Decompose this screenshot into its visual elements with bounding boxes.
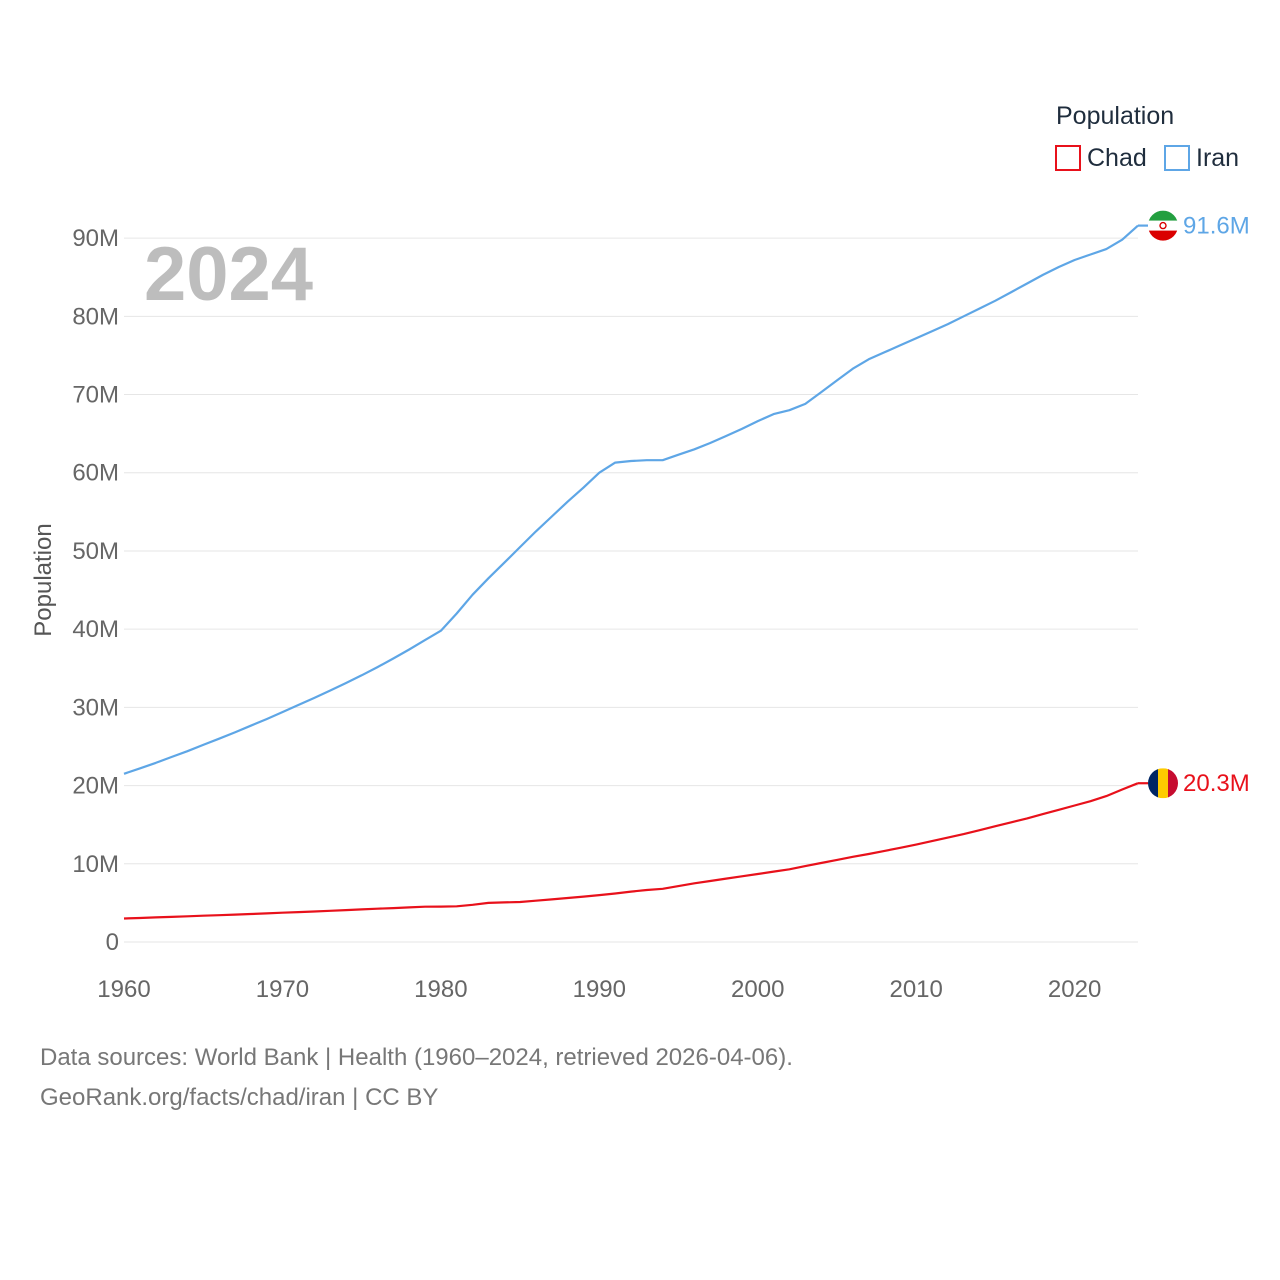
y-tick-label: 70M (72, 382, 119, 409)
legend-swatch-chad (1055, 145, 1081, 171)
grid-lines (124, 237, 1138, 943)
y-tick-label: 20M (72, 773, 119, 800)
footer-source: Data sources: World Bank | Health (1960–… (40, 1044, 793, 1071)
y-tick-label: 40M (72, 616, 119, 643)
y-tick-label: 0 (106, 929, 119, 956)
iran-flag-icon (1148, 210, 1178, 241)
legend-label-chad: Chad (1087, 144, 1147, 172)
year-label: 2024 (144, 232, 313, 317)
chad-flag-icon (1148, 768, 1178, 799)
y-tick-label: 10M (72, 851, 119, 878)
footer-credit: GeoRank.org/facts/chad/iran | CC BY (40, 1084, 439, 1111)
legend-item-iran[interactable]: Iran (1164, 144, 1239, 172)
y-tick-label: 90M (72, 225, 119, 252)
series-end-markers: 20.3M 91.6M (1138, 210, 1250, 799)
series-line-chad (123, 782, 1139, 920)
end-value-label-iran: 91.6M (1183, 213, 1250, 240)
x-axis-ticks: 1960 1970 1980 1990 2000 2010 2020 (97, 976, 1101, 1003)
series-line-iran (123, 224, 1139, 775)
x-tick-label: 1980 (414, 976, 467, 1003)
y-tick-label: 60M (72, 460, 119, 487)
y-tick-label: 80M (72, 303, 119, 330)
y-axis-title: Population (30, 523, 57, 636)
x-tick-label: 1990 (573, 976, 626, 1003)
y-tick-label: 50M (72, 538, 119, 565)
end-value-label-chad: 20.3M (1183, 770, 1250, 797)
x-tick-label: 2000 (731, 976, 784, 1003)
y-axis-ticks: 0 10M 20M 30M 40M 50M 60M 70M 80M 90M (72, 225, 119, 956)
legend-item-chad[interactable]: Chad (1055, 144, 1147, 172)
series-lines (123, 224, 1139, 920)
y-tick-label: 30M (72, 694, 119, 721)
x-tick-label: 2010 (889, 976, 942, 1003)
x-tick-label: 1960 (97, 976, 150, 1003)
x-tick-label: 1970 (256, 976, 309, 1003)
legend-label-iran: Iran (1196, 144, 1239, 172)
legend: Population Chad Iran (1055, 102, 1239, 172)
x-tick-label: 2020 (1048, 976, 1101, 1003)
legend-swatch-iran (1164, 145, 1190, 171)
legend-title: Population (1056, 102, 1174, 130)
